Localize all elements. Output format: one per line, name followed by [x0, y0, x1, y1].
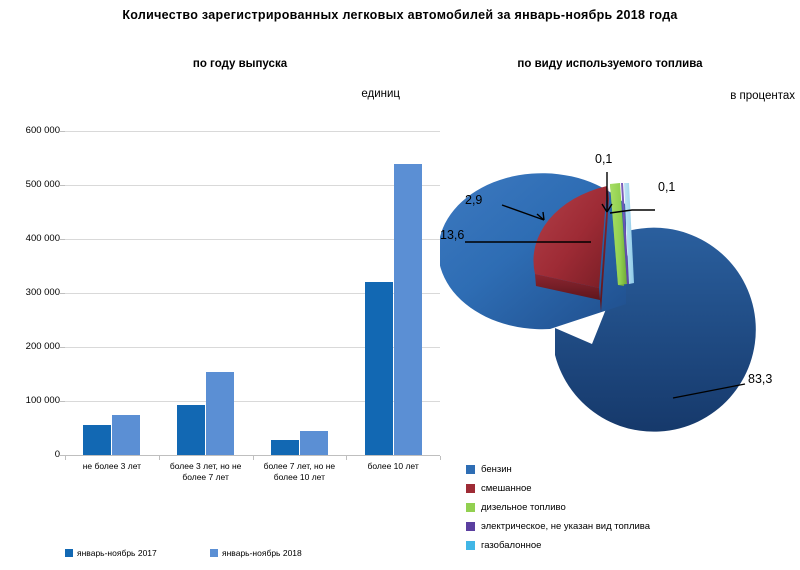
pie-leader-lines — [465, 172, 746, 399]
pie-legend-label: дизельное топливо — [481, 502, 566, 513]
x-axis-tick-mark — [440, 456, 441, 460]
pie-slice-smeshannoe — [533, 186, 609, 312]
pie-value-label-gazobalonnoe: 0,1 — [658, 180, 676, 194]
pie-legend-item-3[interactable]: электрическое, не указан вид топлива — [466, 517, 650, 536]
bar-0-0[interactable] — [83, 424, 112, 455]
x-axis-tick-mark — [346, 456, 348, 460]
bar-chart-gridline — [65, 131, 440, 132]
legend-swatch-icon — [466, 503, 475, 512]
pie-chart-units-label: в процентах — [730, 90, 795, 102]
pie-value-label-dizelnoe: 2,9 — [465, 193, 483, 207]
y-axis-tick-mark — [60, 293, 65, 294]
legend-swatch-icon — [466, 541, 475, 550]
bar-legend-label: январь-ноябрь 2017 — [77, 548, 157, 558]
bar-legend-item-1[interactable]: январь-ноябрь 2018 — [210, 548, 302, 559]
pie-value-label-elektricheskoe: 0,1 — [595, 152, 613, 166]
pie-legend-item-2[interactable]: дизельное топливо — [466, 498, 650, 517]
bar-chart-legend: январь-ноябрь 2017 январь-ноябрь 2018 — [65, 548, 365, 564]
x-axis-category-label: более 3 лет, но не более 7 лет — [169, 461, 242, 482]
pie-legend-item-4[interactable]: газобалонное — [466, 536, 650, 555]
bar-chart-subtitle: по году выпуска — [192, 58, 288, 70]
bar-chart-gridline — [65, 293, 440, 294]
legend-swatch-icon — [466, 484, 475, 493]
y-axis-tick-mark — [60, 455, 65, 456]
bar-0-3[interactable] — [364, 282, 393, 455]
pie-legend-item-0[interactable]: бензин — [466, 460, 650, 479]
y-axis-tick-label: 0 — [54, 449, 60, 460]
bar-1-1[interactable] — [206, 371, 235, 455]
bar-legend-item-0[interactable]: январь-ноябрь 2017 — [65, 548, 157, 559]
bar-chart-axis-line — [65, 455, 440, 456]
bar-chart-gridline — [65, 347, 440, 348]
y-axis-tick-label: 500 000 — [25, 179, 60, 190]
bar-chart-bars — [65, 131, 440, 455]
legend-swatch-icon — [210, 549, 218, 557]
x-axis-category-label: более 7 лет, но не более 10 лет — [263, 461, 336, 482]
y-axis-tick-mark — [60, 131, 65, 132]
x-axis-tick-mark — [158, 456, 160, 460]
pie-chart-graphic — [440, 173, 756, 432]
bar-0-2[interactable] — [270, 439, 299, 455]
pie-chart: 13,6 2,9 0,1 0,1 83,3 бензин смешанное диз… — [440, 100, 800, 570]
pie-legend-label: бензин — [481, 464, 512, 475]
bar-0-1[interactable] — [177, 405, 206, 455]
bar-chart-gridline — [65, 401, 440, 402]
bar-1-0[interactable] — [112, 415, 141, 455]
page-title: Количество зарегистрированных легковых а… — [122, 8, 678, 22]
pie-chart-legend: бензин смешанное дизельное топливо электрич… — [466, 460, 650, 555]
y-axis-tick-mark — [60, 347, 65, 348]
bar-chart-gridline — [65, 239, 440, 240]
bar-chart-units-label: единиц — [361, 88, 400, 100]
bar-1-2[interactable] — [299, 430, 328, 455]
pie-slice-dizelnoe-toplivo — [610, 183, 627, 286]
x-axis-tick-mark — [252, 456, 254, 460]
bar-chart: 0 100 000 200 000 300 000 400 000 500 000 600 … — [25, 125, 441, 564]
y-axis-tick-label: 300 000 — [25, 287, 60, 298]
pie-legend-label: смешанное — [481, 483, 532, 494]
pie-chart-subtitle: по виду используемого топлива — [517, 58, 703, 70]
x-axis-tick-mark — [65, 456, 66, 460]
pie-legend-label: газобалонное — [481, 540, 542, 551]
x-axis-category-label: более 10 лет — [367, 461, 419, 471]
y-axis-tick-mark — [60, 239, 65, 240]
bar-chart-gridline — [65, 185, 440, 186]
y-axis-tick-mark — [60, 185, 65, 186]
pie-slice-elektricheskoe — [621, 183, 629, 284]
y-axis-tick-label: 600 000 — [25, 125, 60, 136]
bar-1-3[interactable] — [393, 164, 422, 455]
legend-swatch-icon — [466, 465, 475, 474]
y-axis-tick-label: 200 000 — [25, 341, 60, 352]
y-axis-tick-mark — [60, 401, 65, 402]
pie-value-label-benzin: 83,3 — [748, 372, 773, 386]
pie-slice-gazobalonnoe — [624, 183, 634, 284]
x-axis-category-label: не более 3 лет — [82, 461, 142, 471]
pie-value-label-smeshannoe: 13,6 — [440, 228, 465, 242]
bar-legend-label: январь-ноябрь 2018 — [222, 548, 302, 558]
pie-legend-item-1[interactable]: смешанное — [466, 479, 650, 498]
legend-swatch-icon — [65, 549, 73, 557]
y-axis-tick-label: 100 000 — [25, 395, 60, 406]
y-axis-tick-label: 400 000 — [25, 233, 60, 244]
legend-swatch-icon — [466, 522, 475, 531]
pie-legend-label: электрическое, не указан вид топлива — [481, 521, 651, 532]
